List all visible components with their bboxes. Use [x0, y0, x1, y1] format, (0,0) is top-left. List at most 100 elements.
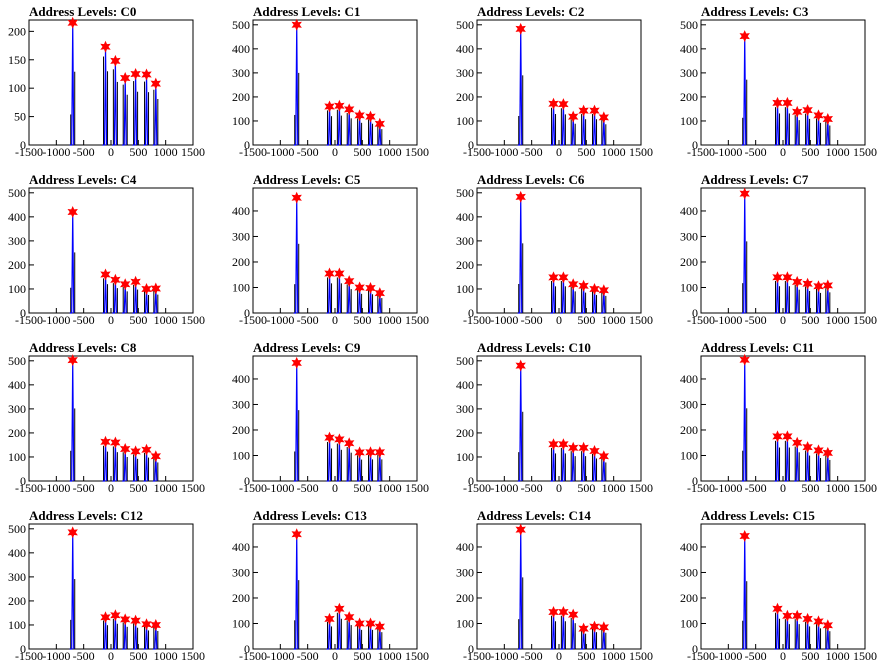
peak-marker [822, 113, 833, 125]
histogram-peak-line [356, 452, 362, 482]
peak-marker [110, 436, 121, 449]
x-tick-label: -500 [745, 481, 767, 495]
y-tick-label: 300 [680, 397, 698, 411]
x-tick-label: 0 [108, 313, 114, 327]
peak-marker [792, 275, 803, 288]
histogram-peak-line [152, 288, 158, 314]
y-tick-label: 300 [232, 229, 250, 243]
peak-marker [822, 279, 833, 292]
peak-marker [67, 16, 78, 29]
peak-marker [515, 359, 526, 372]
peak-marker [324, 431, 335, 444]
histogram-peak-line [346, 109, 351, 146]
histogram-peak-line [600, 456, 606, 482]
x-tick-label: -1500 [239, 649, 267, 663]
histogram-peak-line [570, 116, 575, 146]
x-tick-label: -1500 [15, 145, 43, 159]
peak-marker [130, 275, 141, 288]
x-tick-label: 1000 [826, 481, 850, 495]
peak-marker [782, 96, 793, 109]
peak-marker [365, 446, 376, 459]
y-tick-label: 300 [232, 565, 250, 579]
y-tick-label: 150 [8, 53, 26, 67]
histogram-peak-line [570, 447, 575, 482]
histogram-peak-line [815, 115, 821, 146]
y-tick-label: 0 [468, 306, 474, 320]
histogram-peak-line [815, 286, 821, 314]
peak-marker [365, 282, 376, 294]
x-tick-label: -1500 [687, 649, 715, 663]
y-tick-label: 400 [456, 42, 474, 56]
histogram-peak-line [102, 617, 108, 650]
y-tick-label: 0 [244, 474, 250, 488]
y-tick-label: 300 [456, 565, 474, 579]
peak-marker [130, 445, 141, 458]
y-tick-label: 0 [20, 642, 26, 656]
histogram-peak-line [824, 625, 830, 650]
chart-title: Address Levels: C11 [701, 340, 814, 355]
histogram-peak-line [346, 281, 351, 314]
plot-frame [28, 523, 194, 650]
y-tick-label: 100 [680, 114, 698, 128]
chart-title: Address Levels: C2 [477, 4, 584, 19]
histogram-peak-line [132, 73, 138, 146]
chart-panel: Address Levels: C4-1500 -1000 -500 0 500 1000… [8, 172, 205, 327]
histogram-peak-line [376, 293, 382, 314]
histogram-peak-line [784, 436, 789, 482]
chart-title: Address Levels: C3 [701, 4, 809, 19]
x-tick-label: -1500 [15, 649, 43, 663]
peak-marker [291, 18, 302, 31]
x-tick-label: -1500 [15, 313, 43, 327]
y-tick-label: 100 [232, 616, 250, 630]
plot-frame [252, 523, 418, 650]
peak-marker [141, 283, 152, 295]
peak-marker [822, 619, 833, 632]
y-tick-label: 0 [244, 642, 250, 656]
histogram-peak-line [326, 273, 332, 314]
y-tick-label: 0 [692, 306, 698, 320]
peak-marker [598, 284, 609, 297]
y-tick-label: 200 [680, 591, 698, 605]
y-tick-label: 400 [456, 210, 474, 224]
y-tick-label: 500 [456, 18, 474, 32]
histogram-peak-line [804, 110, 810, 146]
peak-marker [739, 30, 750, 43]
peak-marker [782, 271, 793, 284]
x-tick-label: 500 [577, 481, 595, 495]
x-tick-label: 1500 [405, 313, 429, 327]
x-tick-label: -1500 [239, 481, 267, 495]
peak-marker [150, 282, 161, 295]
x-tick-label: 500 [801, 481, 819, 495]
peak-marker [578, 279, 589, 292]
y-tick-label: 500 [456, 354, 474, 368]
peak-marker [739, 530, 750, 542]
peak-marker [141, 618, 152, 631]
chart-title: Address Levels: C12 [29, 508, 143, 523]
peak-marker [772, 430, 783, 443]
histogram-peak-line [367, 452, 373, 482]
histogram-peak-line [794, 281, 799, 314]
peak-marker [374, 287, 385, 300]
peak-marker [548, 606, 559, 618]
histogram-peak-line [591, 288, 597, 314]
histogram-peak-line [367, 116, 373, 146]
chart-panel: Address Levels: C7-1500 -1000 -500 0 500 1000… [680, 172, 877, 327]
peak-marker [67, 206, 78, 218]
histogram-peak-line [741, 193, 747, 314]
peak-marker [548, 97, 559, 110]
x-tick-label: -1500 [463, 481, 491, 495]
x-tick-label: 500 [129, 145, 147, 159]
y-tick-label: 500 [8, 522, 26, 536]
histogram-peak-line [143, 449, 149, 482]
y-tick-label: 400 [680, 204, 698, 218]
peak-marker [813, 444, 824, 457]
histogram-peak-line [152, 456, 158, 482]
chart-title: Address Levels: C8 [29, 340, 137, 355]
x-tick-label: 0 [332, 649, 338, 663]
histogram-peak-line [69, 22, 75, 146]
x-tick-label: 1000 [602, 313, 626, 327]
y-tick-label: 400 [680, 540, 698, 554]
peak-marker [782, 609, 793, 622]
x-tick-label: -500 [297, 145, 319, 159]
histogram-peak-line [784, 277, 789, 314]
